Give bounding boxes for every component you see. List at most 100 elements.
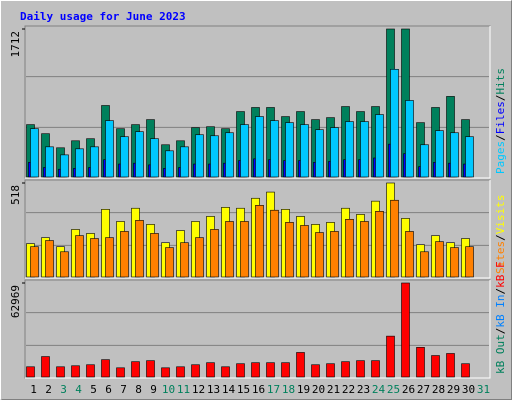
bar — [75, 235, 84, 278]
bar — [296, 352, 305, 378]
bar — [206, 362, 215, 378]
x-tick-label: 25 — [387, 383, 400, 396]
bar — [30, 246, 39, 278]
bar — [210, 229, 219, 278]
x-tick-label: 3 — [60, 383, 67, 396]
y-tick-label: 62969 — [9, 285, 22, 318]
legend-separator: / — [494, 288, 507, 295]
bar — [131, 361, 140, 378]
bar — [360, 221, 369, 278]
bar — [285, 222, 294, 278]
x-tick-label: 20 — [312, 383, 325, 396]
legend-separator: / — [494, 234, 507, 241]
legend: Pages/Files/Hits — [494, 68, 507, 174]
legend-entry: Sites — [494, 241, 507, 274]
bar — [195, 134, 204, 178]
x-tick-label: 12 — [192, 383, 205, 396]
bar — [356, 360, 365, 378]
bar — [326, 363, 335, 378]
bar — [165, 247, 174, 278]
bar — [311, 364, 320, 378]
bar — [165, 150, 174, 178]
x-tick-label: 2 — [45, 383, 52, 396]
bar — [75, 148, 84, 178]
legend-entry: Hits — [494, 68, 507, 95]
bar — [270, 120, 279, 178]
bar — [330, 231, 339, 278]
x-tick-label: 19 — [297, 383, 310, 396]
bar — [390, 199, 399, 278]
bar — [105, 237, 114, 278]
bar — [60, 251, 69, 278]
bar — [56, 366, 65, 378]
legend-entry: Visits — [494, 195, 507, 235]
x-tick-label: 30 — [462, 383, 475, 396]
bar — [341, 361, 350, 378]
bar — [375, 211, 384, 278]
bar — [210, 135, 219, 178]
bar — [315, 232, 324, 278]
x-tick-label: 31 — [477, 383, 490, 396]
x-tick-label: 18 — [282, 383, 295, 396]
bar — [101, 359, 110, 378]
bar — [401, 282, 410, 378]
bar — [465, 136, 474, 178]
bar — [120, 136, 129, 178]
bar — [135, 220, 144, 278]
legend: kB Out/kB In/kB F — [494, 261, 507, 374]
x-tick-label: 24 — [372, 383, 386, 396]
bar — [116, 367, 125, 378]
bar — [300, 124, 309, 178]
bar — [390, 68, 399, 178]
x-tick-label: 27 — [417, 383, 430, 396]
bar — [180, 146, 189, 178]
x-tick-label: 26 — [402, 383, 415, 396]
x-tick-label: 14 — [222, 383, 236, 396]
bar — [405, 231, 414, 278]
bar — [450, 247, 459, 278]
bar — [225, 221, 234, 278]
bar — [191, 364, 200, 378]
x-tick-label: 22 — [342, 383, 355, 396]
x-tick-label: 9 — [150, 383, 157, 396]
plot-bevel — [25, 26, 491, 179]
bar — [225, 132, 234, 178]
bar — [375, 114, 384, 178]
bar — [330, 127, 339, 178]
bar — [300, 225, 309, 278]
legend-separator: / — [494, 134, 507, 141]
x-tick-label: 15 — [237, 383, 250, 396]
bar — [255, 116, 264, 178]
bar — [420, 144, 429, 178]
x-tick-label: 21 — [327, 383, 340, 396]
x-tick-label: 28 — [432, 383, 445, 396]
bar — [90, 238, 99, 278]
x-tick-label: 1 — [30, 383, 37, 396]
bar — [41, 356, 50, 378]
bar — [195, 237, 204, 278]
x-tick-label: 29 — [447, 383, 460, 396]
x-tick-label: 8 — [135, 383, 142, 396]
x-tick-label: 5 — [90, 383, 97, 396]
bar — [281, 362, 290, 378]
bar — [71, 365, 80, 378]
bar — [446, 353, 455, 378]
bar — [26, 366, 35, 378]
legend-separator: / — [494, 95, 507, 102]
bar — [45, 240, 54, 278]
bar — [120, 231, 129, 278]
bar — [221, 366, 230, 378]
legend-entry: kB Out — [494, 334, 507, 374]
bar — [270, 209, 279, 278]
bar — [416, 347, 425, 378]
bar — [90, 146, 99, 178]
bar — [105, 120, 114, 178]
plot-bevel — [25, 180, 491, 279]
plot-bevel — [25, 280, 491, 379]
bar — [86, 364, 95, 378]
bar — [150, 233, 159, 278]
bar — [266, 362, 275, 378]
bar — [435, 130, 444, 178]
